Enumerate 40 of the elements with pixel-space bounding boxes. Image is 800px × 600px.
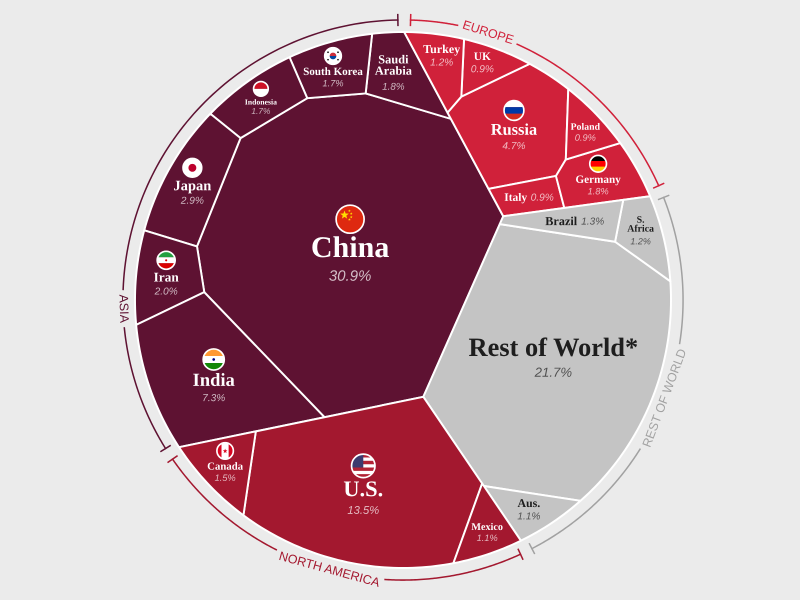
data-label: 0.9% <box>471 65 494 72</box>
data-label: 1.1% <box>518 512 540 520</box>
category-label: Turkey <box>423 44 460 56</box>
text: ASIA <box>119 294 130 324</box>
data-label: 0.9% <box>575 134 596 141</box>
category-label: U.S. <box>344 481 382 496</box>
category-label: Saudi Arabia <box>374 54 412 75</box>
category-label: Iran <box>154 272 179 282</box>
data-label: 7.3% <box>203 394 225 402</box>
category-label: Canada <box>208 462 243 470</box>
category-label: South Korea <box>304 67 363 76</box>
category-label: China <box>312 236 389 258</box>
data-label: 4.7% <box>502 142 526 150</box>
category-label: S. Africa <box>627 216 654 232</box>
category-label: Italy <box>504 192 528 204</box>
category-label: Germany <box>576 175 621 186</box>
data-label: 30.9% <box>329 270 371 281</box>
data-label: 1.7% <box>252 108 270 114</box>
data-label: 2.9% <box>180 196 204 204</box>
data-label: 1.2% <box>630 238 650 244</box>
data-label: 1.8% <box>588 188 608 194</box>
data-label: 1.7% <box>322 80 344 86</box>
category-label: India <box>193 373 235 386</box>
data-label: 21.7% <box>534 368 572 377</box>
data-label: 1.8% <box>382 82 404 90</box>
data-label: 1.1% <box>476 534 498 542</box>
data-label: 0.9% <box>531 194 554 201</box>
category-label: Brazil <box>545 216 577 226</box>
data-label: 1.2% <box>430 58 453 66</box>
category-label: Mexico <box>472 522 503 530</box>
category-label: Rest of World* <box>468 337 638 356</box>
category-label: UK <box>474 52 491 60</box>
category-label: Aus. <box>518 499 540 508</box>
data-label: 13.5% <box>348 506 379 514</box>
category-label: Japan <box>174 180 212 194</box>
category-label: Poland <box>570 122 600 130</box>
data-label: 1.5% <box>214 474 236 482</box>
data-label: 2.0% <box>154 287 178 295</box>
category-label: Russia <box>491 123 537 135</box>
data-label: 1.3% <box>581 217 604 225</box>
